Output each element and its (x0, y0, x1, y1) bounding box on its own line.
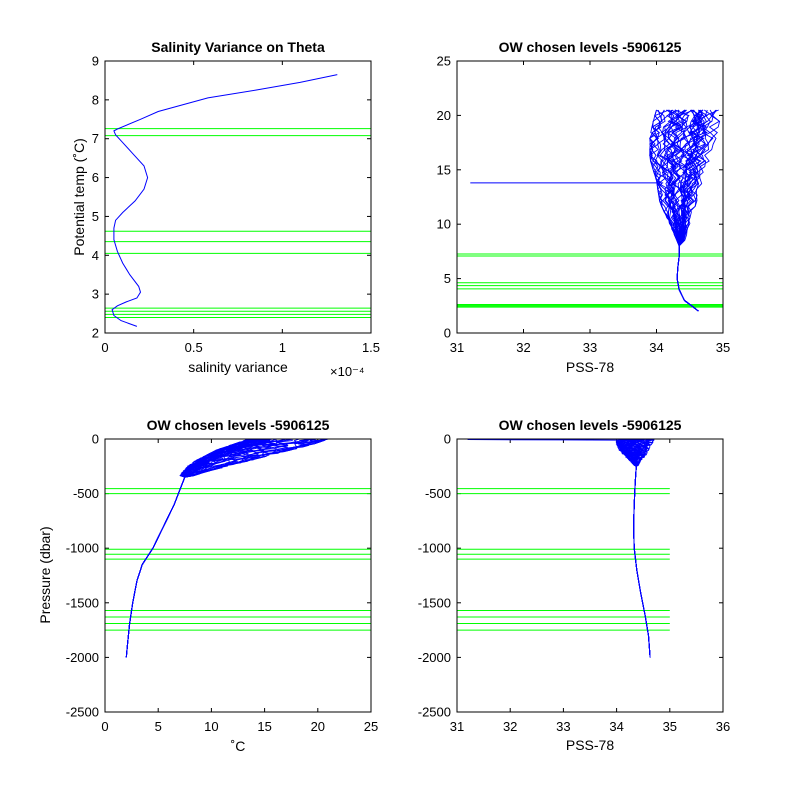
y-tick-label: -2500 (66, 705, 99, 720)
y-axis-label: Pressure (dbar) (37, 526, 53, 623)
x-tick-label: 5 (155, 719, 162, 734)
panel-temperature-vs-pressure: OW chosen levels -5906125 ˚C Pressure (d… (37, 417, 378, 754)
y-tick-label: -500 (425, 486, 451, 501)
y-tick-label: 9 (92, 54, 99, 69)
panel-title: OW chosen levels -5906125 (499, 417, 682, 433)
y-tick-label: 25 (437, 54, 451, 69)
x-tick-label: 32 (516, 340, 530, 355)
panel-salinity-vs-pressure: OW chosen levels -5906125 PSS-78 31 32 33 3… (418, 417, 730, 753)
x-axis-label: PSS-78 (566, 737, 614, 753)
x-axis-label: PSS-78 (566, 359, 614, 375)
x-tick-label: 35 (663, 719, 677, 734)
y-tick-label: -2000 (66, 650, 99, 665)
x-tick-label: 1 (279, 340, 286, 355)
x-tick-label: 34 (609, 719, 623, 734)
profile-line (676, 109, 699, 312)
y-tick-label: 8 (92, 92, 99, 107)
x-axis-exponent: ×10⁻⁴ (330, 364, 365, 379)
axis-ticks: 31 32 33 34 35 0 5 10 15 20 25 (437, 54, 731, 356)
plot-area (457, 109, 723, 312)
x-tick-label: 0 (101, 719, 108, 734)
axis-ticks: 0 5 10 15 20 25 -2500 -2000 -1500 -1000 -500 0 (66, 432, 378, 735)
y-tick-label: -1500 (418, 595, 451, 610)
x-tick-label: 1.5 (362, 340, 380, 355)
x-tick-label: 0 (101, 340, 108, 355)
x-tick-label: 31 (450, 340, 464, 355)
axes-frame (104, 60, 372, 334)
profile-line (615, 438, 651, 658)
y-tick-label: -500 (73, 486, 99, 501)
y-tick-label: 4 (92, 248, 99, 263)
x-axis-label: ˚C (231, 738, 246, 754)
axes-frame (456, 60, 724, 334)
x-tick-label: 31 (450, 719, 464, 734)
y-tick-label: 6 (92, 170, 99, 185)
y-tick-label: 10 (437, 217, 451, 232)
x-tick-label: 20 (311, 719, 325, 734)
y-tick-label: -2500 (418, 705, 451, 720)
plot-area (105, 438, 371, 658)
y-tick-label: 3 (92, 287, 99, 302)
x-tick-label: 35 (716, 340, 730, 355)
y-tick-label: 0 (92, 432, 99, 447)
x-tick-label: 36 (716, 719, 730, 734)
panel-title: Salinity Variance on Theta (151, 39, 325, 55)
y-tick-label: 7 (92, 131, 99, 146)
panel-title: OW chosen levels -5906125 (147, 417, 330, 433)
axes-frame (456, 438, 724, 713)
x-axis-label: salinity variance (188, 359, 288, 375)
y-tick-label: -1000 (418, 541, 451, 556)
x-tick-label: 25 (364, 719, 378, 734)
panel-salinity-vs-theta: OW chosen levels -5906125 PSS-78 31 32 33 3… (437, 39, 731, 375)
x-tick-label: 32 (503, 719, 517, 734)
y-tick-label: 2 (92, 326, 99, 341)
x-tick-label: 33 (556, 719, 570, 734)
x-tick-label: 33 (583, 340, 597, 355)
y-tick-label: 5 (92, 209, 99, 224)
series-line (111, 74, 338, 327)
y-axis-label: Potential temp (˚C) (71, 138, 87, 255)
y-tick-label: -1000 (66, 541, 99, 556)
y-tick-label: 15 (437, 162, 451, 177)
x-tick-label: 15 (257, 719, 271, 734)
axis-ticks: 31 32 33 34 35 36 -2500 -2000 -1500 -1000 -500 0 (418, 432, 730, 735)
y-tick-label: 0 (444, 326, 451, 341)
axis-ticks: 0 0.5 1 1.5 2 3 4 5 6 7 8 9 (92, 54, 380, 356)
x-tick-label: 0.5 (185, 340, 203, 355)
y-tick-label: -1500 (66, 595, 99, 610)
axes-frame (104, 438, 372, 713)
y-tick-label: -2000 (418, 650, 451, 665)
panel-salinity-variance: Salinity Variance on Theta salinity vari… (71, 39, 380, 379)
y-tick-label: 20 (437, 108, 451, 123)
plot-area (105, 74, 371, 327)
y-tick-label: 0 (444, 432, 451, 447)
series-line (467, 439, 644, 441)
profile-line (125, 439, 271, 658)
x-tick-label: 34 (649, 340, 663, 355)
y-tick-label: 5 (444, 271, 451, 286)
x-tick-label: 10 (204, 719, 218, 734)
plot-area (457, 438, 670, 658)
panel-title: OW chosen levels -5906125 (499, 39, 682, 55)
